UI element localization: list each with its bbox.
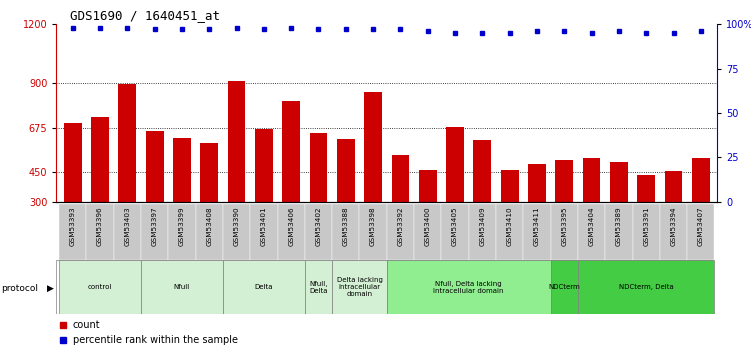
Bar <box>332 260 387 314</box>
Text: percentile rank within the sample: percentile rank within the sample <box>73 335 238 345</box>
Text: GSM53400: GSM53400 <box>425 206 431 246</box>
Bar <box>173 138 191 261</box>
Text: GSM53411: GSM53411 <box>534 206 540 246</box>
Text: Nfull, Delta lacking
intracellular domain: Nfull, Delta lacking intracellular domai… <box>433 281 504 294</box>
Bar <box>309 133 327 261</box>
Bar <box>387 204 414 260</box>
Text: GSM53393: GSM53393 <box>70 206 76 246</box>
Text: GSM53396: GSM53396 <box>97 206 103 246</box>
Bar <box>86 204 113 260</box>
Bar <box>305 260 332 314</box>
Text: GSM53408: GSM53408 <box>207 206 213 246</box>
Bar <box>387 260 550 314</box>
Bar <box>332 204 360 260</box>
Text: GSM53405: GSM53405 <box>452 206 458 246</box>
Bar <box>414 204 442 260</box>
Bar <box>201 142 218 261</box>
Text: GSM53403: GSM53403 <box>125 206 131 246</box>
Bar <box>278 204 305 260</box>
Bar <box>223 260 305 314</box>
Bar <box>469 204 496 260</box>
Text: Nfull,
Delta: Nfull, Delta <box>309 281 327 294</box>
Bar <box>391 156 409 261</box>
Text: GSM53391: GSM53391 <box>643 206 649 246</box>
Bar <box>146 131 164 261</box>
Text: GSM53394: GSM53394 <box>671 206 677 246</box>
Bar <box>583 158 601 261</box>
Text: NDCterm, Delta: NDCterm, Delta <box>619 284 674 290</box>
Bar <box>305 204 332 260</box>
Bar <box>364 92 382 261</box>
Text: count: count <box>73 320 101 330</box>
Text: GSM53388: GSM53388 <box>342 206 348 246</box>
Bar <box>168 204 195 260</box>
Bar <box>556 160 573 261</box>
Bar <box>605 204 632 260</box>
Bar <box>496 204 523 260</box>
Text: Nfull: Nfull <box>173 284 190 290</box>
Bar <box>59 260 141 314</box>
Bar <box>64 123 82 261</box>
Bar <box>360 204 387 260</box>
Text: Delta lacking
intracellular
domain: Delta lacking intracellular domain <box>336 277 382 297</box>
Bar <box>446 127 464 261</box>
Bar <box>442 204 469 260</box>
Text: GSM53389: GSM53389 <box>616 206 622 246</box>
Bar <box>228 81 246 261</box>
Text: GSM53402: GSM53402 <box>315 206 321 246</box>
Text: GSM53404: GSM53404 <box>589 206 595 246</box>
Bar <box>141 204 168 260</box>
Bar <box>223 204 250 260</box>
Bar <box>660 204 687 260</box>
Bar <box>638 175 655 261</box>
Bar <box>550 204 578 260</box>
Bar <box>141 260 223 314</box>
Bar <box>113 204 141 260</box>
Text: GSM53392: GSM53392 <box>397 206 403 246</box>
Bar <box>692 158 710 261</box>
Bar <box>523 204 550 260</box>
Bar <box>195 204 223 260</box>
Text: protocol: protocol <box>1 284 38 293</box>
Bar <box>419 170 436 261</box>
Text: Delta: Delta <box>255 284 273 290</box>
Bar <box>665 171 683 261</box>
Bar <box>255 129 273 261</box>
Bar <box>550 260 578 314</box>
Bar <box>501 170 518 261</box>
Text: GSM53398: GSM53398 <box>370 206 376 246</box>
Bar <box>578 260 714 314</box>
Text: GDS1690 / 1640451_at: GDS1690 / 1640451_at <box>70 9 219 22</box>
Text: NDCterm: NDCterm <box>548 284 581 290</box>
Bar <box>473 140 491 261</box>
Text: GSM53395: GSM53395 <box>561 206 567 246</box>
Text: control: control <box>88 284 112 290</box>
Bar <box>337 139 354 261</box>
Bar <box>528 164 546 261</box>
Bar <box>632 204 660 260</box>
Bar <box>687 204 714 260</box>
Text: GSM53409: GSM53409 <box>479 206 485 246</box>
Text: GSM53401: GSM53401 <box>261 206 267 246</box>
Text: GSM53399: GSM53399 <box>179 206 185 246</box>
Text: GSM53407: GSM53407 <box>698 206 704 246</box>
Bar <box>282 101 300 261</box>
Text: ▶: ▶ <box>47 284 53 293</box>
Bar <box>610 162 628 261</box>
Bar <box>91 117 109 261</box>
Bar <box>578 204 605 260</box>
Text: GSM53397: GSM53397 <box>152 206 158 246</box>
Bar <box>119 85 136 261</box>
Text: GSM53410: GSM53410 <box>507 206 513 246</box>
Text: GSM53406: GSM53406 <box>288 206 294 246</box>
Text: GSM53390: GSM53390 <box>234 206 240 246</box>
Bar <box>59 204 86 260</box>
Bar <box>250 204 278 260</box>
